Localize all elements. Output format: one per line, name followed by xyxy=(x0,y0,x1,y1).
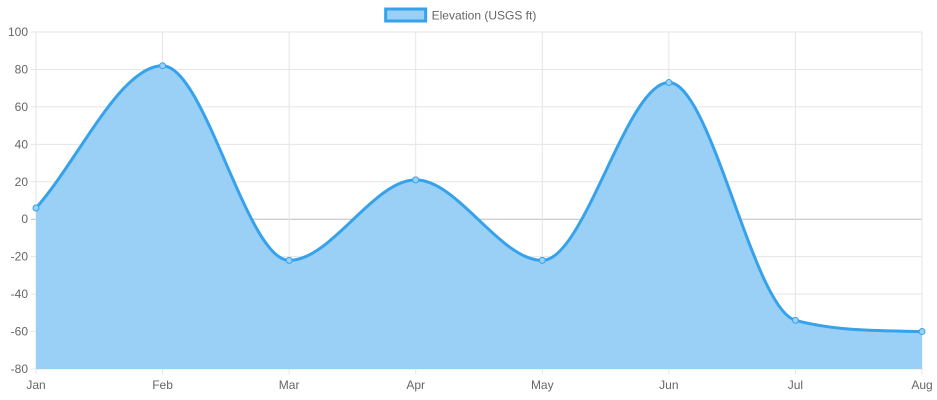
data-point[interactable] xyxy=(412,176,420,184)
x-tick-label: Feb xyxy=(152,378,173,392)
data-point[interactable] xyxy=(285,256,293,264)
x-tick-label: May xyxy=(531,378,554,392)
y-tick-label: 20 xyxy=(15,175,29,189)
legend-label[interactable]: Elevation (USGS ft) xyxy=(432,9,537,23)
x-axis: Jan Feb Mar Apr May Jun Jul Aug xyxy=(26,378,932,392)
y-tick-label: 40 xyxy=(15,137,29,151)
data-point[interactable] xyxy=(159,62,167,70)
data-point[interactable] xyxy=(918,328,926,336)
y-axis: 100 80 60 40 20 0 -20 -40 -60 -80 xyxy=(8,25,28,376)
x-tick-label: Mar xyxy=(279,378,300,392)
data-point[interactable] xyxy=(32,204,40,212)
series-points xyxy=(32,62,926,336)
x-tick-label: Jul xyxy=(788,378,803,392)
x-tick-label: Jun xyxy=(659,378,678,392)
y-tick-label: -20 xyxy=(11,250,29,264)
series-area xyxy=(34,64,923,369)
y-tick-label: -60 xyxy=(11,325,29,339)
data-point[interactable] xyxy=(538,256,546,264)
x-tick-label: Aug xyxy=(911,378,932,392)
x-tick-label: Jan xyxy=(26,378,45,392)
y-tick-label: 100 xyxy=(8,25,28,39)
series-line xyxy=(34,64,923,334)
y-tick-label: 0 xyxy=(21,212,28,226)
series-area-fill xyxy=(36,65,922,369)
data-point[interactable] xyxy=(665,79,673,87)
y-tick-label: -40 xyxy=(11,287,29,301)
data-point[interactable] xyxy=(791,316,799,324)
legend[interactable]: Elevation (USGS ft) xyxy=(384,7,537,23)
x-tick-label: Apr xyxy=(406,378,425,392)
y-tick-label: 80 xyxy=(15,62,29,76)
y-tick-label: 60 xyxy=(15,100,29,114)
y-tick-label: -80 xyxy=(11,362,29,376)
legend-swatch[interactable] xyxy=(384,7,428,23)
